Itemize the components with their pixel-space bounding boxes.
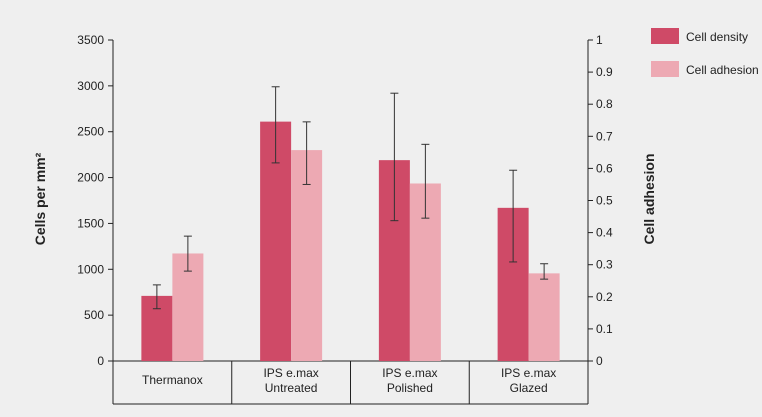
legend-swatch-cell-adhesion: [651, 61, 679, 77]
left-tick-label: 3500: [77, 33, 104, 47]
right-tick-label: 0.9: [596, 65, 613, 79]
left-tick-label: 3000: [77, 79, 104, 93]
category-label: IPS e.max: [263, 366, 318, 380]
category-label: Glazed: [510, 381, 548, 395]
bar-cell-adhesion: [528, 273, 560, 361]
right-tick-label: 0.2: [596, 290, 613, 304]
right-tick-label: 0: [596, 354, 603, 368]
category-label: Polished: [387, 381, 433, 395]
left-tick-label: 500: [84, 308, 104, 322]
left-tick-label: 2500: [77, 125, 104, 139]
right-tick-label: 0.6: [596, 161, 613, 175]
right-tick-label: 0.8: [596, 97, 613, 111]
right-tick-label: 0.4: [596, 226, 613, 240]
category-label: Untreated: [265, 381, 318, 395]
category-label: Thermanox: [142, 373, 203, 387]
legend-item-cell-density[interactable]: Cell density: [651, 28, 748, 44]
legend: Cell density Cell adhesion: [651, 28, 759, 77]
plot-area: 0 500 1000 1500 2000 2500 3000 3500 0 0.1 0.2 0.3 0.…: [77, 33, 613, 405]
right-tick-label: 0.3: [596, 258, 613, 272]
legend-swatch-cell-density: [651, 28, 679, 44]
legend-label-cell-density: Cell density: [686, 30, 748, 44]
right-tick-label: 1: [596, 33, 603, 47]
left-tick-label: 1500: [77, 216, 104, 230]
left-axis-title: Cells per mm²: [32, 152, 48, 245]
left-tick-label: 2000: [77, 171, 104, 185]
left-tick-label: 0: [97, 354, 104, 368]
left-tick-label: 1000: [77, 262, 104, 276]
category-label: IPS e.max: [382, 366, 437, 380]
right-axis-title: Cell adhesion: [641, 153, 657, 244]
right-tick-label: 0.7: [596, 129, 613, 143]
right-tick-label: 0.5: [596, 194, 613, 208]
legend-item-cell-adhesion[interactable]: Cell adhesion: [651, 61, 759, 77]
right-tick-label: 0.1: [596, 322, 613, 336]
category-label: IPS e.max: [501, 366, 556, 380]
legend-label-cell-adhesion: Cell adhesion: [686, 63, 759, 77]
bar-cell-adhesion: [291, 150, 323, 361]
